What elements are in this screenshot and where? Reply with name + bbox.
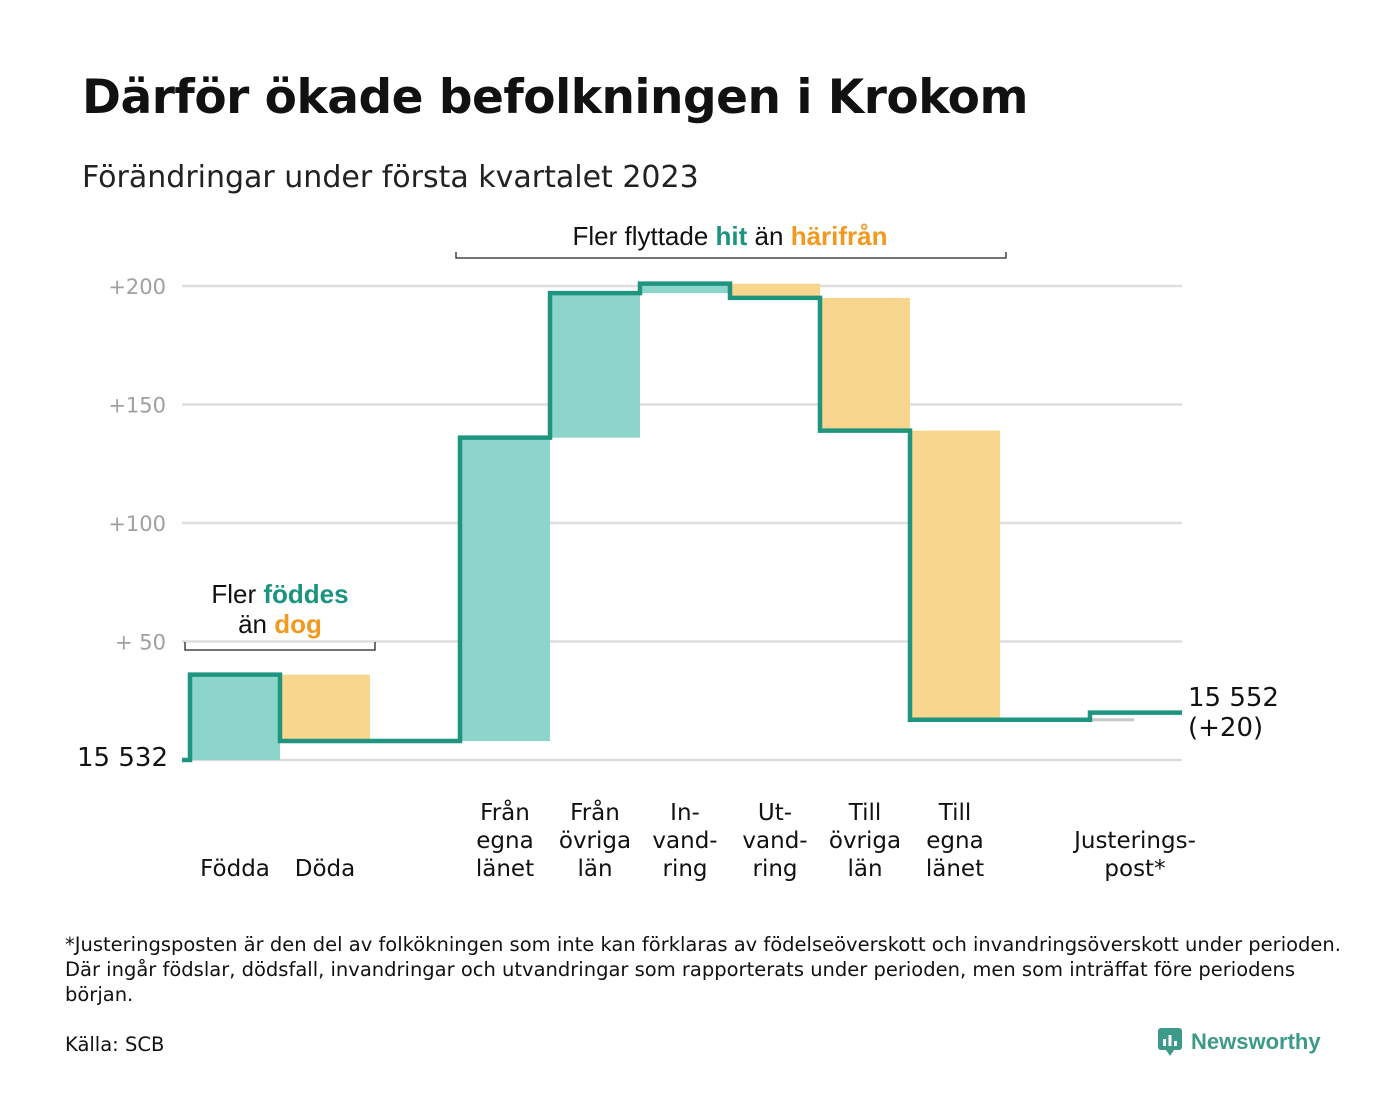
- x-axis-label: Till: [848, 800, 882, 826]
- x-axis-label: Döda: [295, 856, 355, 882]
- bar-decrease: [730, 283, 820, 298]
- end-change-label: (+20): [1188, 713, 1263, 743]
- x-axis-label: Till: [938, 800, 972, 826]
- x-axis-label: Ut-: [758, 800, 792, 826]
- annotation-births-line2: än dog: [238, 609, 322, 639]
- bar-increase: [550, 293, 640, 438]
- x-axis-label: In-: [670, 800, 700, 826]
- bar-increase: [190, 674, 280, 760]
- y-tick-label: + 50: [115, 631, 166, 655]
- annotation-births-bracket: [184, 642, 376, 651]
- x-axis-label: egna: [926, 828, 983, 854]
- y-tick-label: +150: [108, 394, 166, 418]
- x-axis-label: Justerings-: [1072, 828, 1196, 854]
- y-tick-label: +200: [108, 275, 166, 299]
- y-tick-label: +100: [108, 512, 166, 536]
- x-axis-label: övriga: [829, 828, 901, 854]
- newsworthy-logo-icon: [1158, 1028, 1182, 1056]
- chart-title: Därför ökade befolkningen i Krokom: [82, 70, 1028, 125]
- x-axis-label: län: [847, 856, 882, 882]
- x-axis-label: vand-: [742, 828, 807, 854]
- footnote: *Justeringsposten är den del av folkökni…: [65, 933, 1341, 1006]
- bar-decrease: [910, 430, 1000, 720]
- x-axis-labels: Födda DödaFrånegnalänetFrånövrigalänIn-va…: [200, 798, 1196, 882]
- x-axis-label: egna: [476, 828, 533, 854]
- x-axis-label: övriga: [559, 828, 631, 854]
- annotation-births-line1: Fler föddes: [211, 579, 348, 609]
- chart-subtitle: Förändringar under första kvartalet 2023: [82, 160, 699, 195]
- end-value-label: 15 552: [1188, 683, 1279, 713]
- gridlines: [182, 284, 1182, 762]
- x-axis-label: vand-: [652, 828, 717, 854]
- y-axis-ticks: + 50 +100 +150 +200: [108, 275, 166, 655]
- bar-decrease: [820, 297, 910, 431]
- bars: [190, 283, 1134, 760]
- x-axis-label: ring: [662, 856, 707, 882]
- x-axis-label: Från: [480, 798, 530, 826]
- start-value-label: 15 532: [77, 743, 168, 773]
- annotation-migration-bracket: [455, 252, 1007, 259]
- waterfall-chart: + 50 +100 +150 +200 Fler föddes än dog Fler…: [77, 221, 1279, 882]
- x-axis-label: Födda: [200, 856, 270, 882]
- brand-name: Newsworthy: [1191, 1029, 1321, 1054]
- x-axis-label: länet: [476, 856, 534, 882]
- brand-logo: Newsworthy: [1157, 1027, 1321, 1057]
- bar-increase: [640, 283, 730, 294]
- source-label: Källa: SCB: [65, 1033, 165, 1056]
- x-axis-label: Från: [570, 798, 620, 826]
- annotations: Fler föddes än dog Fler flyttade hit än …: [184, 221, 1007, 651]
- bar-increase: [460, 437, 550, 742]
- x-axis-label: länet: [926, 856, 984, 882]
- cumulative-step-line: [182, 281, 1182, 763]
- x-axis-label: län: [577, 856, 612, 882]
- x-axis-label: ring: [752, 856, 797, 882]
- annotation-migration: Fler flyttade hit än härifrån: [572, 221, 887, 251]
- bar-decrease: [280, 674, 370, 742]
- x-axis-label: post*: [1104, 856, 1165, 882]
